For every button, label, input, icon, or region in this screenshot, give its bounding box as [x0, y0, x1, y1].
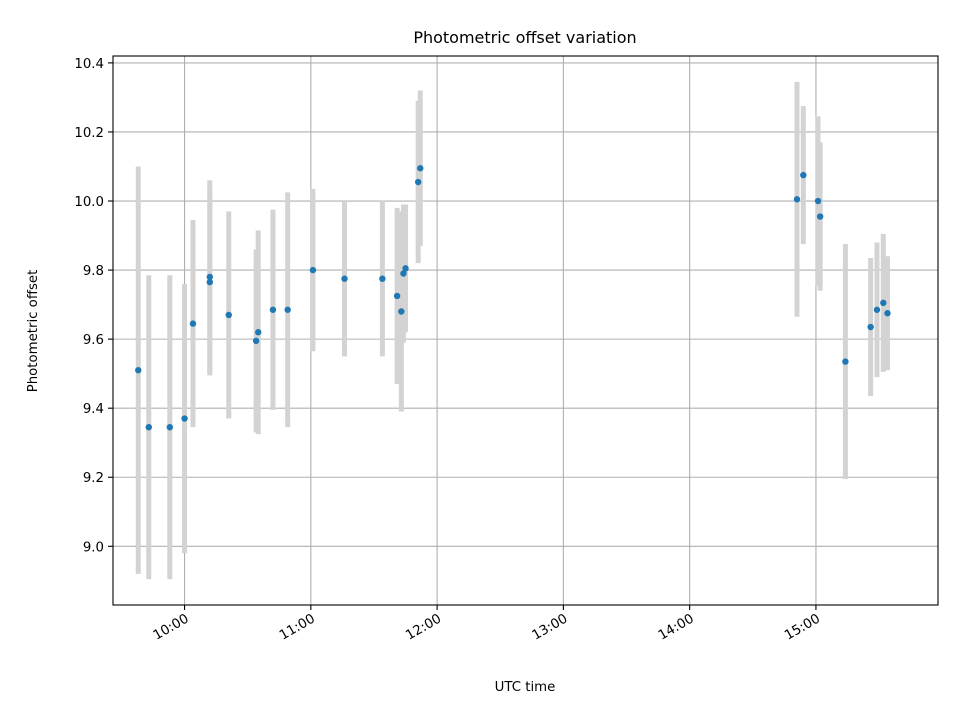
y-tick-label: 10.2: [74, 126, 104, 141]
data-point: [414, 178, 422, 186]
data-point: [816, 213, 824, 220]
data-point: [379, 275, 386, 282]
data-point: [181, 415, 188, 422]
y-tick-label: 9.2: [83, 471, 104, 486]
y-tick-label: 10.4: [74, 57, 104, 72]
data-point: [417, 165, 424, 172]
data-point: [800, 171, 807, 179]
plot-frame: [112, 55, 939, 606]
y-tick-label: 9.4: [83, 402, 104, 417]
y-axis-ticks: 9.0 9.2 9.4 9.6 9.8 10.0 10.2 10.4: [74, 57, 113, 555]
data-point: [284, 306, 291, 313]
gridlines: [113, 56, 938, 605]
y-tick-label: 9.8: [83, 264, 104, 279]
y-axis-label: Photometric offset: [26, 270, 41, 393]
data-point: [189, 320, 197, 327]
chart-title: Photometric offset variation: [413, 28, 636, 47]
data-point: [206, 273, 214, 281]
y-tick-label: 9.0: [83, 540, 104, 555]
data-point: [814, 197, 822, 205]
data-point: [867, 323, 874, 331]
y-tick-label: 10.0: [74, 195, 104, 210]
y-tick-label: 9.6: [83, 333, 104, 348]
data-point: [341, 275, 348, 282]
data-point: [255, 329, 262, 336]
data-point: [135, 367, 142, 374]
data-point: [269, 306, 277, 313]
data-point: [398, 308, 405, 315]
data-point: [206, 278, 214, 286]
data-points: [135, 165, 891, 431]
data-point: [225, 311, 232, 319]
data-point: [309, 266, 317, 274]
data-point: [393, 292, 401, 300]
plot-area: [113, 56, 938, 605]
data-point: [400, 270, 407, 277]
data-point: [880, 299, 887, 307]
data-point: [884, 310, 891, 317]
data-point: [793, 196, 801, 203]
data-point: [166, 423, 174, 431]
data-point: [402, 265, 409, 272]
data-point: [145, 423, 152, 431]
data-point: [842, 358, 849, 365]
x-axis-label: UTC time: [495, 680, 556, 695]
data-point: [873, 306, 881, 313]
data-point: [252, 337, 260, 345]
